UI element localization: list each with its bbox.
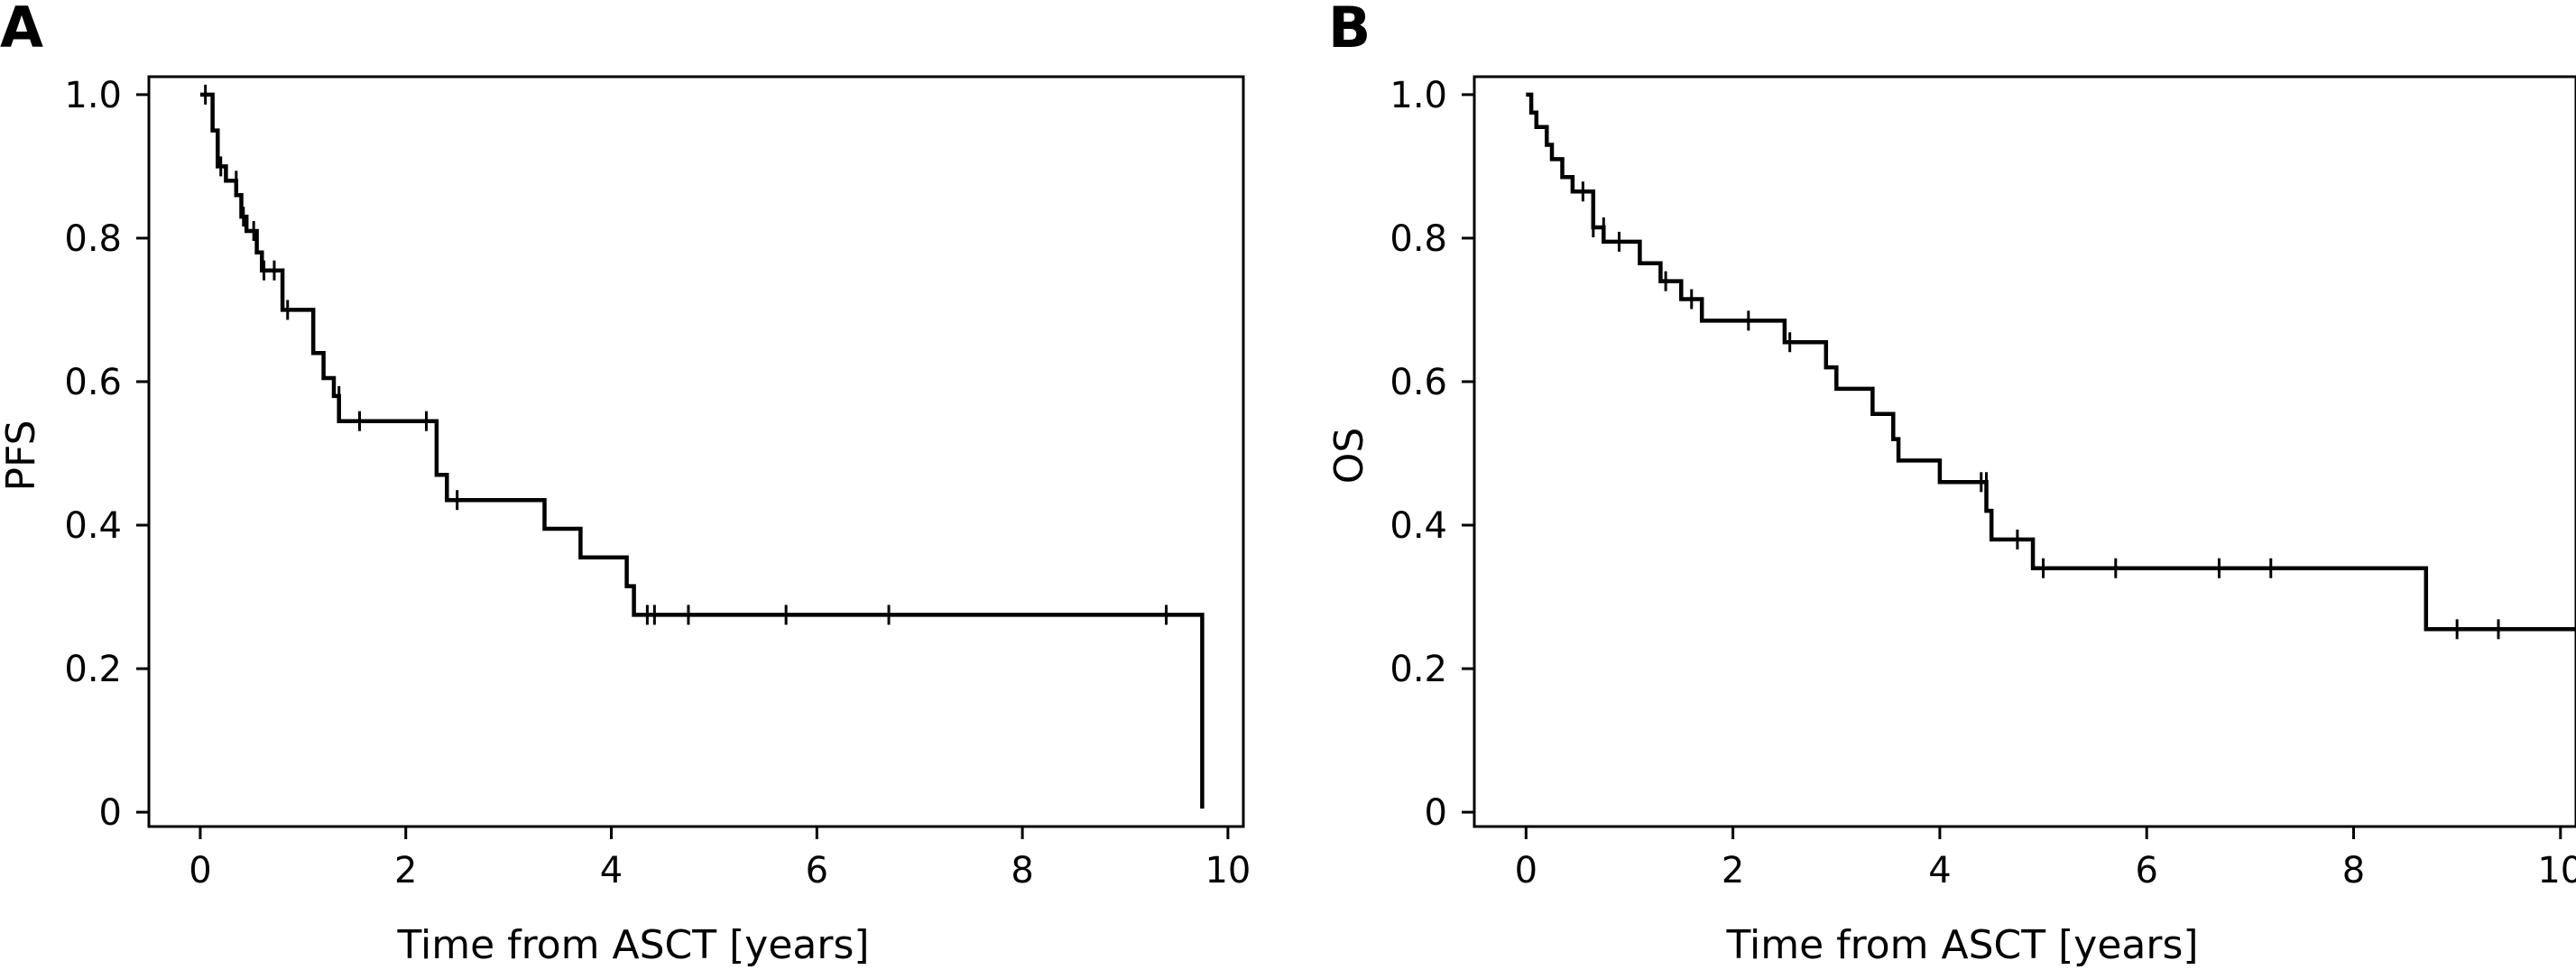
y-axis-title-pfs: PFS bbox=[0, 420, 44, 492]
x-tick-label-b: 6 bbox=[2135, 850, 2157, 891]
panel-a: A PFS Time from ASCT [years] 0 0.2 0.4 0.6 0… bbox=[0, 0, 1251, 968]
x-tick-label-a: 6 bbox=[806, 850, 828, 891]
panel-letter-b: B bbox=[1328, 0, 1371, 60]
survival-curve-a bbox=[199, 92, 1205, 809]
y-axis-title-os: OS bbox=[1326, 428, 1372, 485]
x-tick-label-b: 4 bbox=[1928, 850, 1951, 891]
x-tick-label-a: 4 bbox=[600, 850, 623, 891]
y-tick-label-b: 0.8 bbox=[1390, 218, 1447, 260]
x-tick-label-a: 0 bbox=[189, 850, 211, 891]
y-tick-label-b: 0.6 bbox=[1390, 362, 1447, 403]
x-axis-title-b: Time from ASCT [years] bbox=[1725, 922, 2198, 968]
x-tick-label-a: 2 bbox=[394, 850, 417, 891]
x-tick-label-b: 10 bbox=[2537, 850, 2576, 891]
panel-b: B OS Time from ASCT [years] 0 0.2 0.4 0.6 0.… bbox=[1326, 0, 2576, 968]
x-tick-label-b: 0 bbox=[1515, 850, 1537, 891]
y-tick-label-a: 0 bbox=[99, 792, 122, 834]
y-tick-label-a: 0.4 bbox=[64, 505, 122, 547]
plot-frame-b bbox=[1473, 75, 2576, 828]
y-tick-label-a: 0.6 bbox=[64, 362, 122, 403]
plot-frame-a bbox=[147, 75, 1245, 828]
panel-letter-a: A bbox=[0, 0, 43, 60]
x-tick-label-b: 8 bbox=[2342, 850, 2365, 891]
x-tick-label-a: 10 bbox=[1205, 850, 1251, 891]
y-tick-label-a: 0.8 bbox=[64, 218, 122, 260]
y-tick-label-b: 0.2 bbox=[1390, 649, 1447, 690]
y-tick-label-a: 1.0 bbox=[64, 75, 122, 116]
x-axis-title-a: Time from ASCT [years] bbox=[396, 922, 869, 968]
y-tick-label-a: 0.2 bbox=[64, 649, 122, 690]
survival-curve-b bbox=[1526, 92, 2576, 632]
y-tick-label-b: 0 bbox=[1425, 792, 1447, 834]
y-tick-label-b: 1.0 bbox=[1390, 75, 1447, 116]
x-tick-label-a: 8 bbox=[1011, 850, 1033, 891]
x-tick-label-b: 2 bbox=[1722, 850, 1744, 891]
y-tick-label-b: 0.4 bbox=[1390, 505, 1447, 547]
